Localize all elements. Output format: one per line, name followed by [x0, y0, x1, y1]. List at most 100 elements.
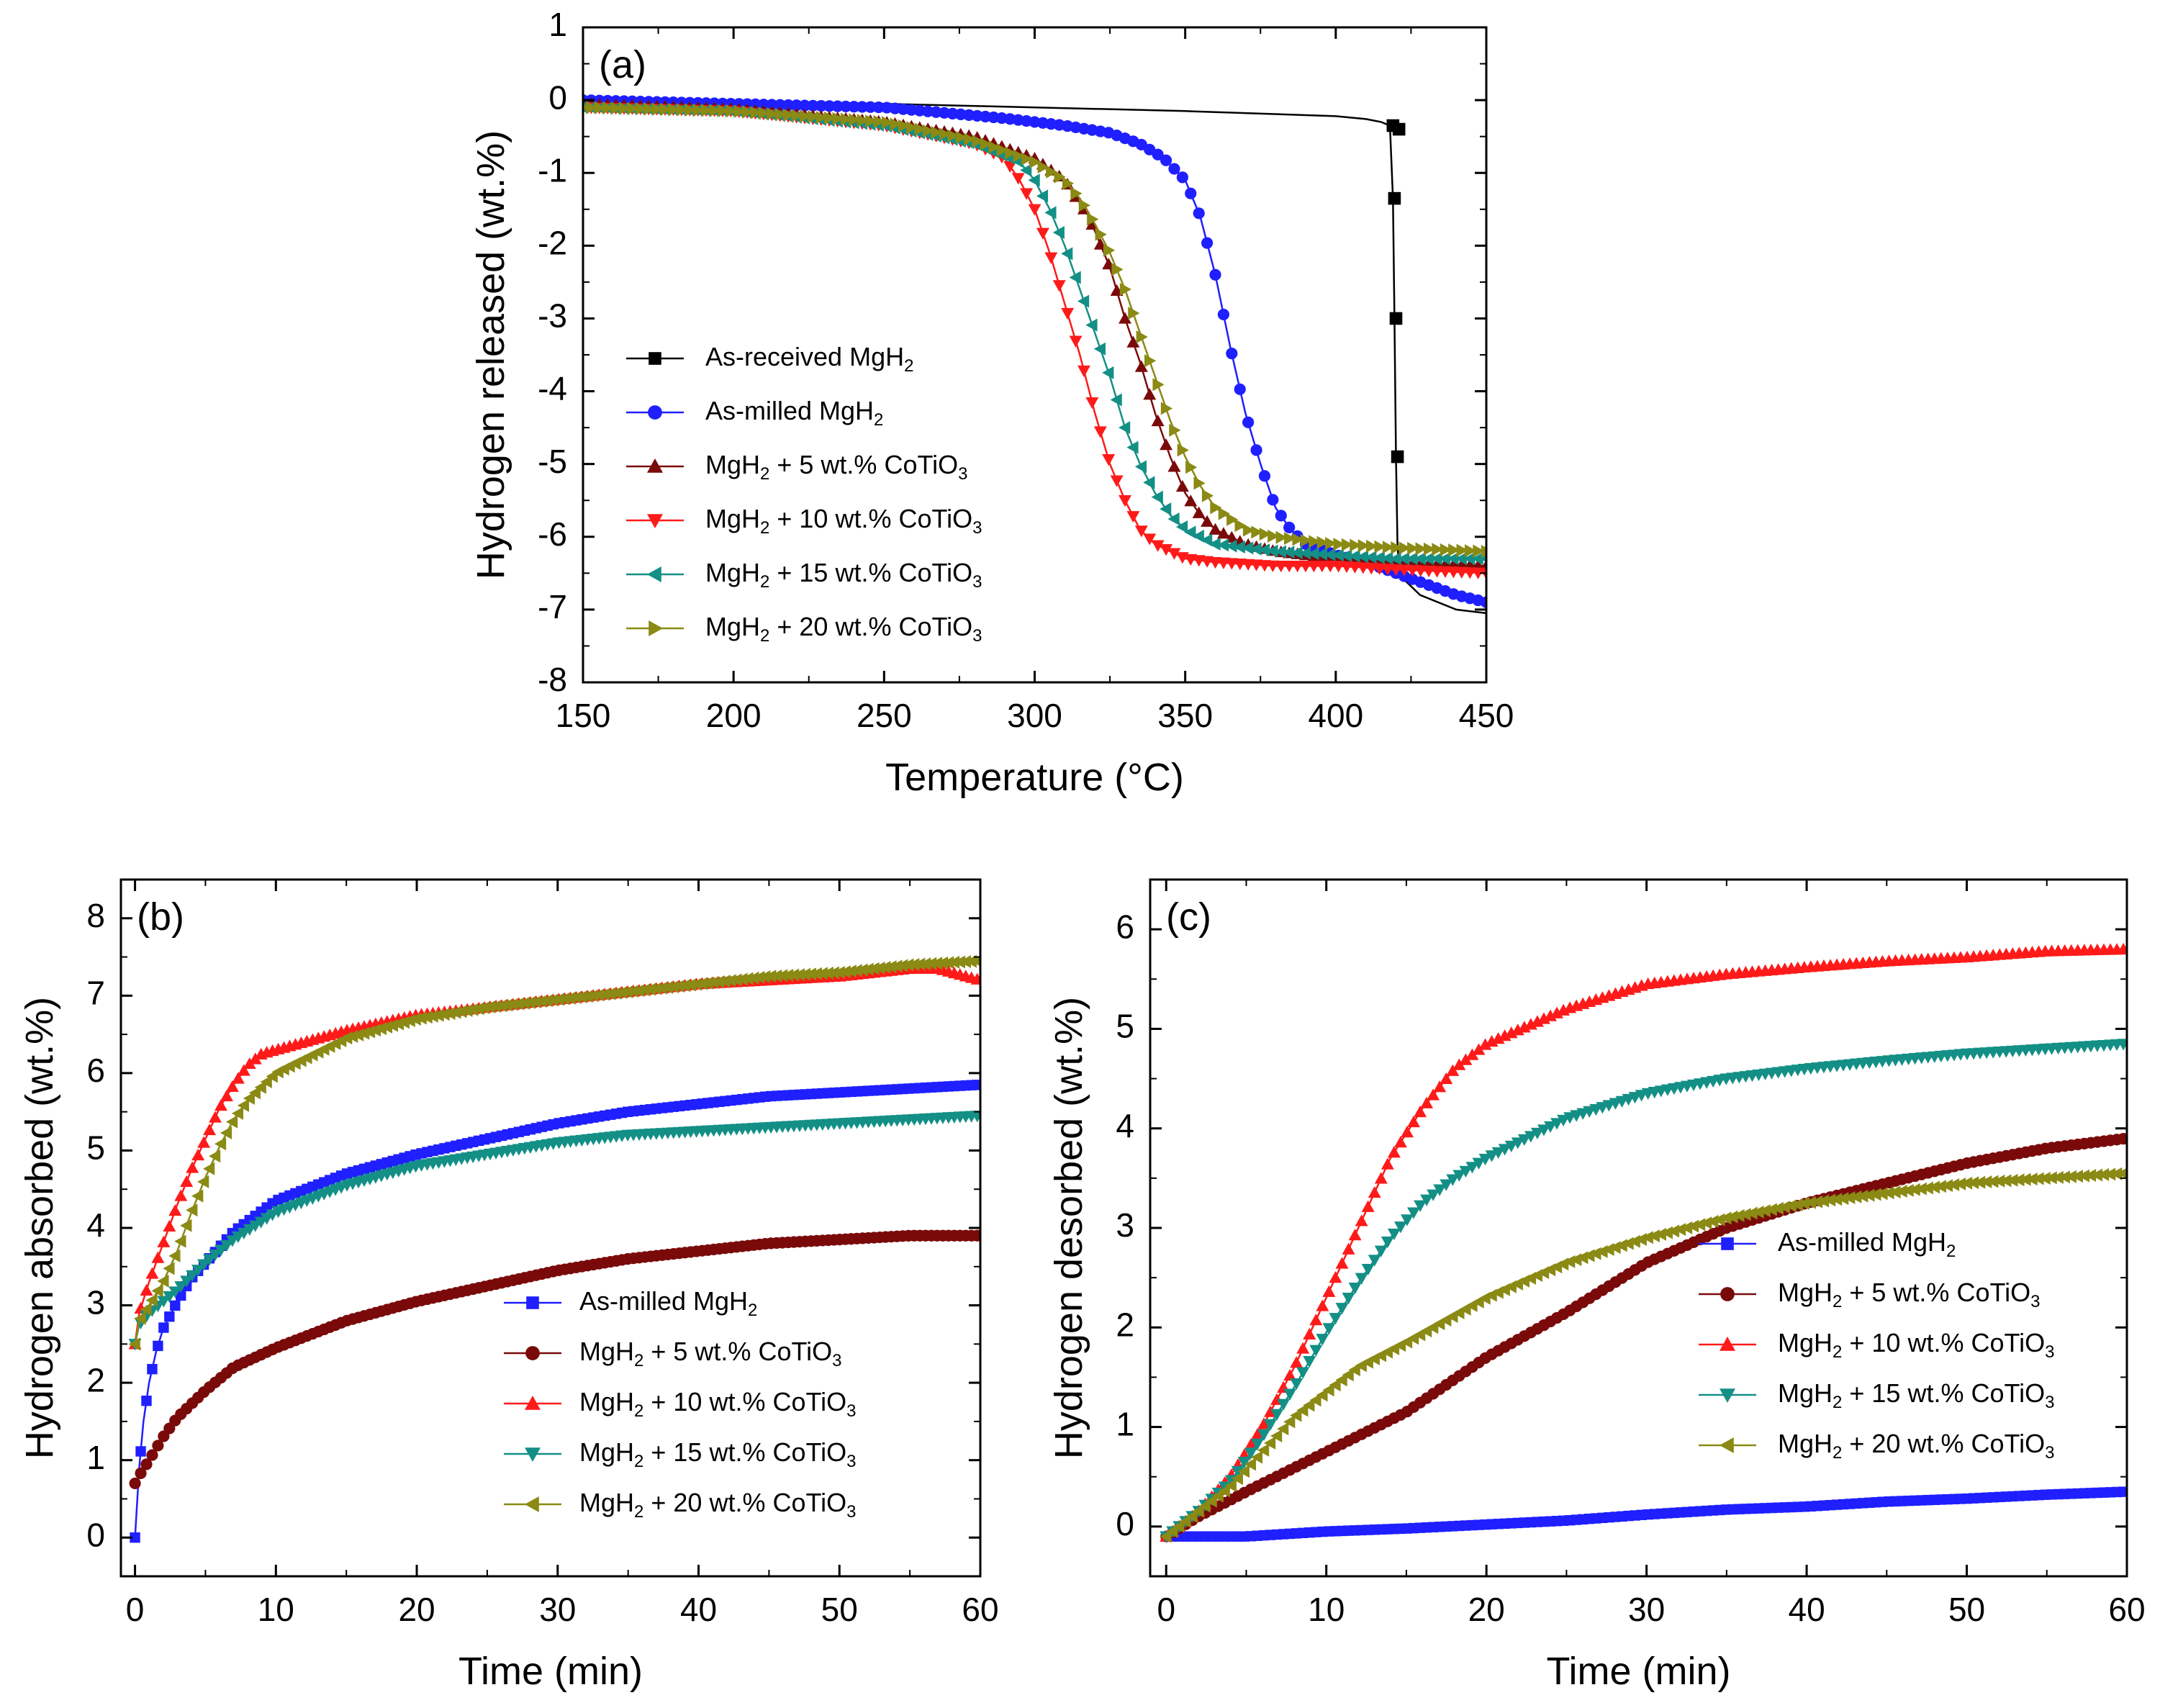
data-point: [707, 975, 719, 989]
data-point: [666, 980, 679, 994]
data-point: [220, 1089, 233, 1102]
data-point: [529, 995, 541, 1009]
data-point: [792, 968, 805, 982]
data-point: [651, 102, 664, 116]
data-point: [237, 1064, 250, 1076]
data-point: [1192, 1504, 1204, 1518]
data-point: [1216, 538, 1229, 552]
data-point: [1277, 1399, 1291, 1411]
data-point: [1366, 539, 1378, 553]
data-point: [1374, 540, 1386, 553]
data-point: [799, 109, 812, 123]
data-point: [1341, 538, 1354, 551]
data-point: [203, 1123, 217, 1136]
data-point: [1960, 1176, 1973, 1190]
legend-entry: MgH2 + 20 wt.% CoTiO3: [579, 1488, 857, 1522]
data-point: [1355, 1273, 1368, 1285]
legend-entry: MgH2 + 15 wt.% CoTiO3: [579, 1437, 857, 1472]
data-point: [766, 99, 778, 111]
data-point: [1765, 1203, 1777, 1216]
data-point: [1654, 1227, 1666, 1241]
data-point: [1543, 1121, 1557, 1134]
data-point: [1550, 1118, 1564, 1130]
data-point: [1070, 186, 1083, 200]
x-tick-label: 200: [706, 697, 762, 734]
data-point: [1069, 335, 1083, 348]
legend-marker: [647, 514, 663, 528]
data-point: [1332, 548, 1344, 562]
data-point: [1036, 227, 1049, 240]
data-point: [2064, 1170, 2077, 1183]
data-point: [1463, 552, 1476, 566]
data-point: [1283, 1368, 1297, 1381]
data-point: [1152, 378, 1165, 392]
data-point: [500, 998, 513, 1012]
data-point: [1388, 191, 1401, 205]
y-tick-label: 4: [1116, 1107, 1134, 1144]
data-point: [879, 961, 891, 975]
data-point: [1224, 1478, 1237, 1492]
data-point: [1078, 199, 1090, 212]
data-point: [1940, 1179, 1953, 1193]
data-point: [1172, 1519, 1185, 1533]
data-point: [130, 1532, 140, 1543]
data-point: [790, 99, 803, 112]
data-point: [1389, 552, 1401, 566]
data-point: [1216, 527, 1230, 539]
data-point: [1517, 1134, 1531, 1147]
data-point: [152, 1440, 164, 1452]
data-point: [1128, 307, 1140, 320]
y-tick-label: -1: [538, 151, 567, 189]
data-point: [1303, 1399, 1315, 1412]
data-point: [449, 1006, 461, 1019]
data-point: [1209, 268, 1221, 281]
data-point: [970, 972, 980, 985]
data-point: [1869, 1188, 1881, 1201]
data-point: [1185, 1509, 1198, 1523]
data-point: [1478, 1038, 1492, 1050]
data-point: [1635, 1232, 1647, 1246]
data-point: [2117, 1039, 2127, 1051]
data-point: [730, 973, 742, 987]
data-point: [1143, 533, 1157, 546]
data-point: [1446, 1064, 1460, 1076]
data-point: [220, 1239, 233, 1252]
series-b-w20: [128, 954, 980, 1351]
data-point: [1422, 552, 1434, 566]
data-point: [1054, 170, 1066, 184]
data-point: [1242, 416, 1255, 428]
data-point: [857, 114, 869, 127]
data-point: [896, 959, 908, 972]
data-point: [1134, 460, 1147, 474]
data-point: [1134, 360, 1148, 372]
data-point: [1296, 1404, 1309, 1417]
data-point: [873, 961, 885, 975]
data-point: [1316, 536, 1329, 549]
data-point: [914, 122, 926, 136]
y-tick-label: -6: [538, 515, 567, 553]
data-point: [1380, 1157, 1394, 1170]
data-point: [872, 101, 885, 114]
data-point: [1208, 523, 1222, 535]
x-axis-label: Time (min): [1547, 1650, 1731, 1693]
data-point: [1393, 1221, 1407, 1234]
data-point: [610, 986, 622, 1000]
data-point: [1263, 1419, 1277, 1431]
data-point: [140, 1458, 153, 1470]
data-point: [1274, 561, 1288, 573]
x-tick-label: 20: [398, 1591, 435, 1628]
y-tick-label: -2: [538, 224, 567, 261]
data-point: [972, 1080, 980, 1090]
data-point: [649, 982, 662, 995]
x-tick-label: 40: [680, 1591, 717, 1628]
data-point: [1464, 544, 1477, 558]
data-point: [209, 1111, 222, 1123]
data-point: [1407, 1207, 1421, 1219]
data-point: [1292, 533, 1304, 546]
data-point: [1694, 1218, 1706, 1232]
data-point: [764, 970, 777, 983]
data-point: [1707, 1214, 1719, 1228]
data-point: [1322, 1285, 1336, 1297]
data-point: [569, 990, 582, 1004]
data-point: [1077, 294, 1090, 308]
